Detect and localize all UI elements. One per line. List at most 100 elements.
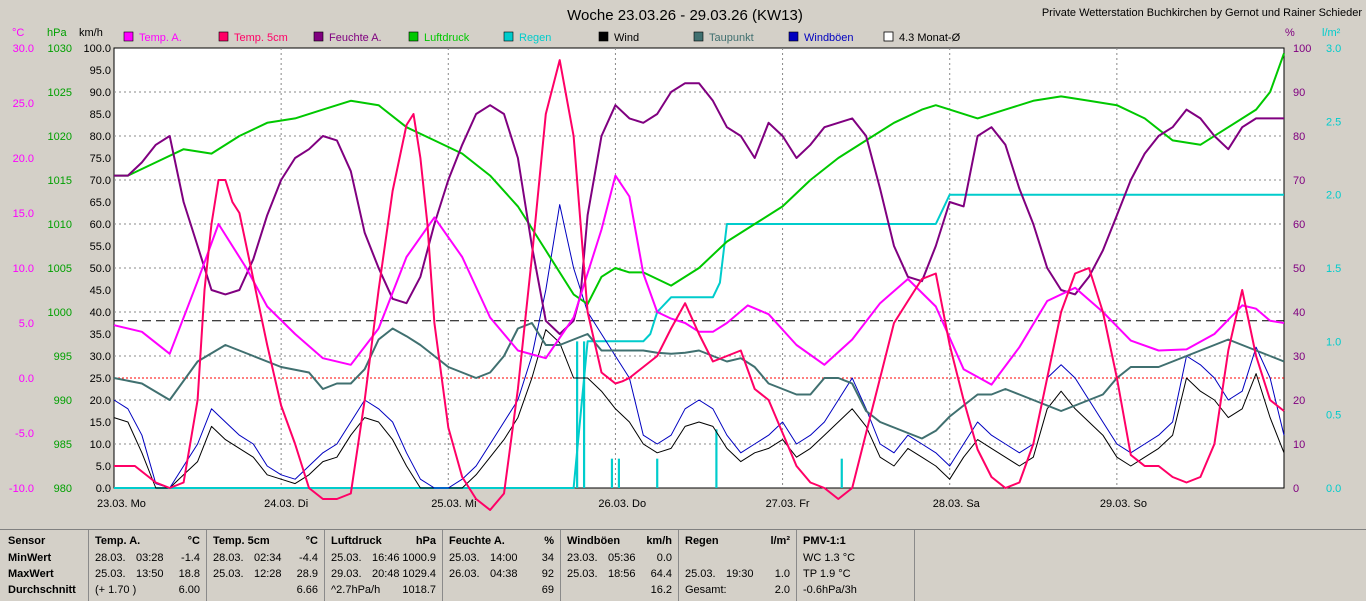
wind-axis-tick: 15.0 xyxy=(90,417,111,429)
x-axis-label: 25.03. Mi xyxy=(431,498,476,510)
legend-label-regen: Regen xyxy=(519,32,551,44)
stats-temp_5cm-avg-value: 6.66 xyxy=(296,584,318,596)
stats-windboeen-min-time: 05:36 xyxy=(608,552,636,564)
humidity-axis-tick: 60 xyxy=(1293,219,1305,231)
humidity-axis-tick: 70 xyxy=(1293,175,1305,187)
legend-swatch-avg xyxy=(883,31,894,42)
humidity-axis-tick: 10 xyxy=(1293,439,1305,451)
stats-header-feuchte: Feuchte A. xyxy=(449,535,505,547)
pressure-axis-tick: 985 xyxy=(54,439,72,451)
stats-unit-feuchte: % xyxy=(544,535,554,547)
humidity-axis-tick: 50 xyxy=(1293,263,1305,275)
wind-axis-tick: 35.0 xyxy=(90,329,111,341)
stats-temp_a-min-value: -1.4 xyxy=(181,552,200,564)
wind-axis-tick: 50.0 xyxy=(90,263,111,275)
pressure-axis-tick: 1010 xyxy=(48,219,72,231)
rain-axis-tick: 1.5 xyxy=(1326,263,1341,275)
stats-windboeen-max-time: 18:56 xyxy=(608,568,636,580)
stats-regen-max-time: 19:30 xyxy=(726,568,754,580)
pressure-axis-tick: 1020 xyxy=(48,131,72,143)
temp-axis-tick: 20.0 xyxy=(13,153,34,165)
wind-axis-tick: 5.0 xyxy=(96,461,111,473)
series-line-temp_a xyxy=(113,174,1285,386)
wind-axis-tick: 90.0 xyxy=(90,87,111,99)
legend-swatch-temp_a xyxy=(123,31,134,42)
stats-windboeen-min-date: 23.03. xyxy=(567,552,598,564)
temp-axis-tick: 15.0 xyxy=(13,208,34,220)
stats-unit-temp_a: °C xyxy=(187,535,200,547)
row-label-min: MinWert xyxy=(8,552,52,564)
stats-temp_5cm-max-date: 25.03. xyxy=(213,568,244,580)
wind-axis-tick: 80.0 xyxy=(90,131,111,143)
legend-label-temp_5cm: Temp. 5cm xyxy=(234,32,288,44)
row-label-max: MaxWert xyxy=(8,568,54,580)
pressure-axis-tick: 1025 xyxy=(48,87,72,99)
rain-unit: l/m² xyxy=(1322,27,1341,39)
pressure-axis-tick: 990 xyxy=(54,395,72,407)
stats-regen-avg-value: 2.0 xyxy=(774,584,790,596)
wind-axis-tick: 60.0 xyxy=(90,219,111,231)
legend-label-temp_a: Temp. A. xyxy=(139,32,182,44)
humidity-axis-tick: 100 xyxy=(1293,43,1311,55)
pressure-axis-tick: 1030 xyxy=(48,43,72,55)
sensor-header: Sensor xyxy=(8,535,46,547)
stats-temp_a-min-date: 28.03. xyxy=(95,552,126,564)
stats-temp_5cm-max-time: 12:28 xyxy=(254,568,282,580)
weather-chart: 30.025.020.015.010.05.00.0-5.0-10.010301… xyxy=(8,7,1363,511)
stats-windboeen-avg-value: 16.2 xyxy=(650,584,672,596)
x-axis-label: 28.03. Sa xyxy=(933,498,981,510)
rain-axis-tick: 3.0 xyxy=(1326,43,1341,55)
stats-temp_a-min-time: 03:28 xyxy=(136,552,164,564)
station-credit: Private Wetterstation Buchkirchen by Ger… xyxy=(1042,7,1363,19)
pressure-axis-tick: 980 xyxy=(54,483,72,495)
stats-temp_5cm-max-value: 28.9 xyxy=(296,568,318,580)
legend-swatch-luftdruck xyxy=(408,31,419,42)
temp-axis-tick: 0.0 xyxy=(19,373,34,385)
stats-temp_a-max-time: 13:50 xyxy=(136,568,164,580)
series-line-wind xyxy=(113,329,1285,489)
legend-label-avg: 4.3 Monat-Ø xyxy=(899,32,961,44)
series-line-luftdruck xyxy=(114,52,1285,306)
humidity-axis-tick: 30 xyxy=(1293,351,1305,363)
series-line-taupunkt xyxy=(113,322,1285,440)
wind-axis-tick: 100.0 xyxy=(83,43,111,55)
humidity-axis-tick: 20 xyxy=(1293,395,1305,407)
stats-luftdruck-min-date: 25.03. xyxy=(331,552,362,564)
row-label-avg: Durchschnitt xyxy=(8,584,76,596)
temp-axis-tick: 25.0 xyxy=(13,98,34,110)
wind-axis-tick: 55.0 xyxy=(90,241,111,253)
legend-swatch-temp_5cm xyxy=(218,31,229,42)
stats-temp_a-avg-value: 6.00 xyxy=(178,584,200,596)
temp-axis-tick: 5.0 xyxy=(19,318,34,330)
wind-unit: km/h xyxy=(79,27,103,39)
stats-temp_5cm-min-value: -4.4 xyxy=(299,552,318,564)
x-axis-label: 24.03. Di xyxy=(264,498,308,510)
stats-feuchte-avg-value: 69 xyxy=(541,584,554,596)
stats-header-regen: Regen xyxy=(685,535,719,547)
stats-windboeen-min-value: 0.0 xyxy=(656,552,672,564)
stats-luftdruck-avg-date: ^2.7hPa/h xyxy=(331,584,381,596)
stats-pmv-line: TP 1.9 °C xyxy=(803,568,851,580)
wind-axis-tick: 65.0 xyxy=(90,197,111,209)
x-axis-label: 29.03. So xyxy=(1100,498,1147,510)
rain-axis-tick: 2.0 xyxy=(1326,190,1341,202)
temp-unit: °C xyxy=(12,27,24,39)
stats-regen-max-value: 1.0 xyxy=(774,568,790,580)
wind-axis-tick: 75.0 xyxy=(90,153,111,165)
wind-axis-tick: 95.0 xyxy=(90,65,111,77)
stats-temp_a-max-value: 18.8 xyxy=(178,568,200,580)
stats-col-luftdruck: Luftdruck hPa 25.03. 16:46 1000.9 29.03. 20:48… xyxy=(324,530,443,601)
stats-header-temp_a: Temp. A. xyxy=(95,535,141,547)
pressure-unit: hPa xyxy=(47,27,67,39)
stats-col-feuchte: Feuchte A.% 25.03. 14:00 34 26.03. 04:38 92 69 xyxy=(442,530,561,601)
stats-header-windboeen: Windböen xyxy=(567,535,621,547)
pressure-axis-tick: 1000 xyxy=(48,307,72,319)
temp-axis-tick: -10.0 xyxy=(9,483,34,495)
stats-header-luftdruck: Luftdruck xyxy=(331,535,382,547)
stats-temp_a-avg-date: (+ 1.70 ) xyxy=(95,584,137,596)
stats-regen-max-date: 25.03. xyxy=(685,568,716,580)
stats-col-temp_a: Temp. A. °C 28.03. 03:28 -1.4 25.03. 13:50 18.8… xyxy=(88,530,207,601)
stats-feuchte-max-time: 04:38 xyxy=(490,568,518,580)
humidity-axis-tick: 40 xyxy=(1293,307,1305,319)
legend-swatch-regen xyxy=(503,31,514,42)
